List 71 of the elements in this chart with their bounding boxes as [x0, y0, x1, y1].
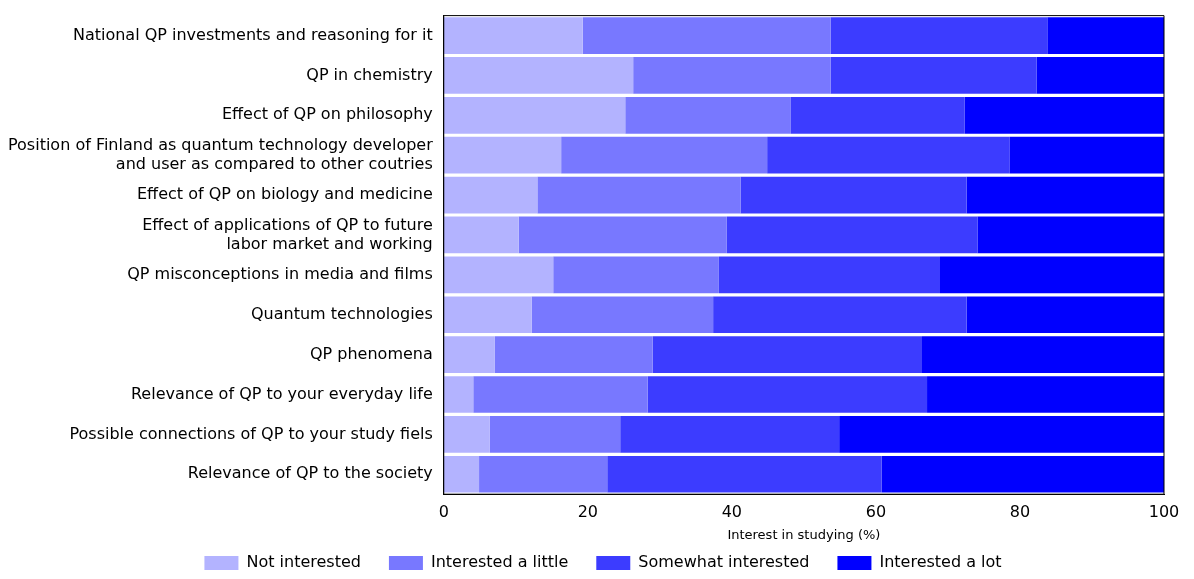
y-tick-label: QP misconceptions in media and films — [127, 264, 433, 283]
x-tick-label: 20 — [577, 501, 598, 521]
y-tick-label: Quantum technologies — [250, 303, 433, 323]
y-tick-label: Relevance of QP to your everyday life — [130, 383, 433, 403]
bar — [790, 96, 965, 134]
bar — [582, 17, 831, 54]
y-tick-label: QP in chemistry — [306, 64, 433, 84]
x-axis-title: Interest in studying (%) — [727, 526, 881, 542]
y-tick-label: Effect of QP on philosophy — [221, 104, 433, 124]
bar — [489, 416, 621, 453]
bar — [518, 216, 727, 254]
x-tick-label: 80 — [1009, 501, 1031, 521]
bar — [1036, 57, 1164, 94]
bar — [443, 216, 519, 254]
x-tick-label: 60 — [865, 501, 887, 521]
legend-label: Interested a lot — [879, 552, 1002, 572]
bar — [531, 296, 714, 334]
bar — [647, 376, 928, 413]
bar — [443, 376, 474, 413]
bar — [620, 416, 840, 453]
bar — [652, 336, 922, 373]
x-tick-label: 100 — [1148, 501, 1180, 521]
bar — [443, 57, 634, 94]
bar — [966, 176, 1164, 214]
bar — [767, 136, 1010, 174]
bar — [625, 96, 791, 134]
bar — [443, 455, 480, 493]
bar — [713, 296, 967, 334]
bar — [1047, 17, 1164, 54]
bar — [537, 176, 741, 214]
bar — [443, 416, 490, 453]
bar — [443, 17, 583, 54]
bar — [927, 376, 1164, 413]
bar — [633, 57, 831, 94]
bar — [494, 336, 653, 373]
x-tick-label: 40 — [721, 501, 743, 521]
bar — [561, 136, 768, 174]
y-tick-label: QP phenomena — [309, 343, 433, 363]
bar — [977, 216, 1164, 254]
bar — [964, 96, 1164, 134]
bar — [443, 136, 562, 174]
bar — [443, 256, 554, 294]
bar — [473, 376, 648, 413]
bar — [830, 17, 1048, 54]
y-tick-label: Possible connections of QP to your study fiels — [69, 423, 433, 443]
legend-label: Interested a little — [430, 552, 569, 572]
bar — [443, 176, 538, 214]
bar — [922, 336, 1164, 373]
bar — [718, 256, 941, 294]
bar — [839, 416, 1164, 453]
bar — [966, 296, 1164, 334]
bar — [881, 455, 1164, 493]
bar — [1009, 136, 1164, 174]
bar — [443, 336, 495, 373]
x-tick-label: 0 — [438, 501, 449, 521]
y-tick-label: Relevance of QP to the society — [187, 463, 433, 483]
y-tick-label: National QP investments and reasoning for it — [72, 24, 433, 44]
legend-label: Not interested — [246, 552, 361, 572]
bar — [940, 256, 1164, 294]
bar — [830, 57, 1037, 94]
bar — [443, 96, 626, 134]
bar — [479, 455, 608, 493]
legend-label: Somewhat interested — [638, 552, 810, 572]
bar — [553, 256, 719, 294]
y-tick-label: Effect of applications of QP to future labor market and working — [142, 214, 433, 253]
y-tick-label: Position of Finland as quantum technology developer and user as compared to other coutries — [7, 134, 434, 173]
bar — [443, 296, 532, 334]
bar — [607, 455, 882, 493]
bar — [740, 176, 967, 214]
y-tick-label: Effect of QP on biology and medicine — [136, 184, 433, 204]
bar — [726, 216, 978, 254]
